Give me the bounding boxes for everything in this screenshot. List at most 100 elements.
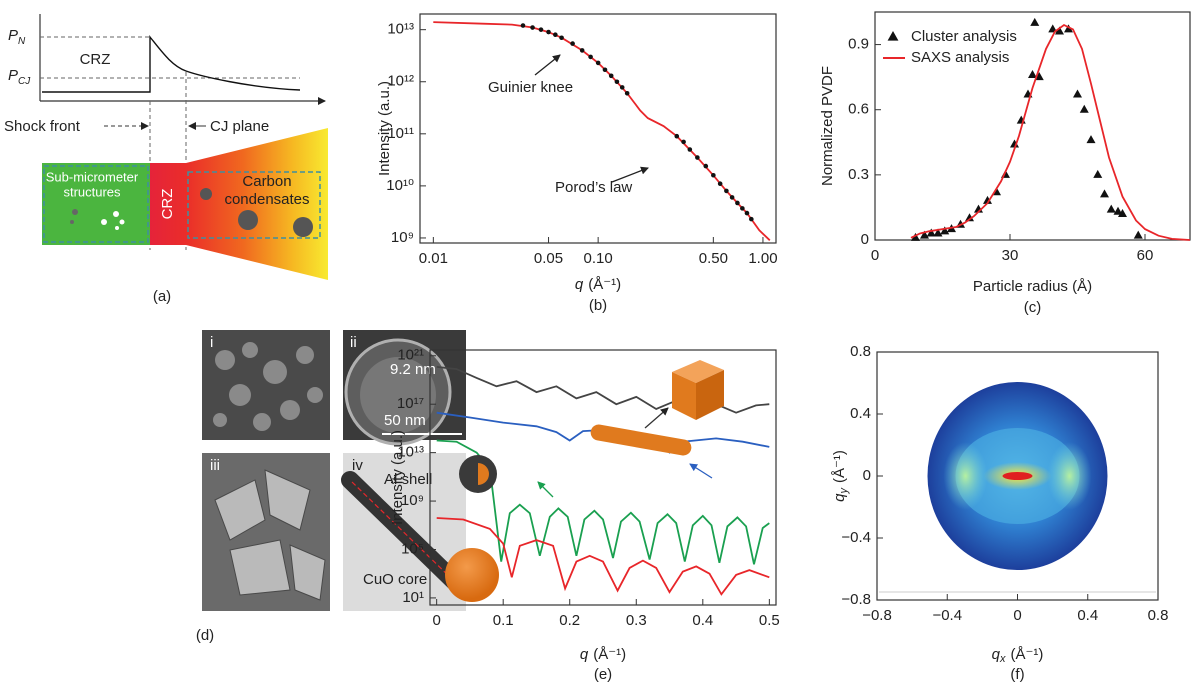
texture [341, 471, 464, 591]
particle [115, 226, 119, 230]
data-point [1064, 24, 1073, 33]
data-point [983, 195, 992, 204]
axis-symbol: q [580, 646, 589, 663]
x-tick-label: 0.10 [584, 250, 613, 267]
data-point [729, 195, 735, 200]
data-point [1113, 206, 1123, 215]
decoration [229, 539, 291, 596]
p-n-symbol: P [8, 27, 18, 44]
data-point [740, 206, 745, 211]
x-tick-label: 0.01 [419, 250, 448, 267]
p-cj-symbol: P [8, 67, 18, 84]
panel-caption: (b) [589, 297, 607, 314]
decoration [289, 544, 326, 601]
zone-label: Sub-micrometer [46, 169, 139, 184]
x-tick-label: 30 [1002, 247, 1019, 264]
decoration [296, 346, 314, 364]
y-tick-label: 10¹⁷ [397, 395, 424, 412]
data-point [911, 232, 920, 241]
y-tick-label: −0.4 [841, 529, 871, 546]
x-tick-label: 0.2 [559, 612, 580, 629]
annotation: Guinier knee [488, 79, 573, 96]
data-point [1055, 26, 1064, 35]
x-tick-label: 0.3 [626, 612, 647, 629]
particle [293, 217, 313, 237]
crz-band [150, 163, 186, 245]
particle [72, 209, 78, 215]
data-point [1034, 72, 1044, 81]
y-tick-label: 0.9 [848, 36, 869, 53]
legend-label: Cluster analysis [911, 28, 1017, 45]
decoration [263, 360, 287, 384]
p-cj-label: PCJ [8, 67, 31, 87]
axis-label: q (Å⁻¹) [580, 646, 626, 663]
x-tick-label: 0.1 [493, 612, 514, 629]
shape-arrow [644, 407, 669, 429]
x-tick-label: 0 [432, 612, 440, 629]
axis-label: Intensity (a.u.) [376, 81, 393, 176]
data-point [520, 23, 526, 28]
cube-front [672, 372, 696, 420]
x-tick-label: 60 [1137, 247, 1154, 264]
series-line [433, 21, 771, 241]
data-point [703, 163, 709, 169]
x-tick-label: −0.4 [932, 607, 962, 624]
scatter-lobe [1047, 442, 1092, 510]
axis-subscript: y [838, 487, 850, 495]
data-point [717, 181, 723, 187]
p-n-subscript: N [18, 36, 26, 47]
y-tick-label: 0.4 [850, 405, 871, 422]
y-tick-label: 0.8 [850, 343, 871, 360]
axis-label: Intensity (a.u.) [389, 430, 406, 525]
data-point [1073, 89, 1082, 98]
x-tick-label: 0.05 [534, 250, 563, 267]
axis-subscript: x [999, 653, 1006, 665]
panel-a: PN PCJ CRZ Shock front CJ plane Sub-micr… [4, 14, 328, 305]
data-point [530, 25, 535, 30]
x-tick-label: 0 [1013, 607, 1021, 624]
texture [214, 469, 326, 601]
data-point [933, 228, 943, 237]
plot-frame [429, 349, 777, 606]
x-tick-label: 0.8 [1148, 607, 1169, 624]
y-tick-label: 0 [861, 231, 869, 248]
texture [360, 357, 436, 433]
texture [213, 342, 323, 431]
x-tick-label: 0.50 [699, 250, 728, 267]
cj-plane-label: CJ plane [210, 118, 269, 135]
y-tick-label: 10¹² [387, 73, 414, 90]
series-line [910, 23, 1191, 241]
data-point [546, 29, 551, 35]
data-point [619, 85, 625, 90]
data-point [735, 200, 740, 206]
data-point [570, 41, 575, 46]
data-point [965, 213, 974, 222]
product-cone [186, 128, 328, 280]
zone-label: structures [63, 184, 121, 199]
data-point [695, 155, 700, 160]
rod [590, 424, 692, 456]
plot-frame [874, 11, 1191, 241]
legend-marker [887, 31, 899, 41]
axis-label: q (Å⁻¹) [575, 276, 621, 293]
series-line [436, 439, 770, 565]
data-point [1030, 17, 1040, 26]
shock-front-label: Shock front [4, 118, 81, 135]
y-tick-label: 10¹³ [387, 21, 414, 38]
image-annotation: CuO core [363, 571, 427, 588]
data-point [674, 133, 680, 139]
y-tick-label: 10⁵ [401, 540, 424, 557]
data-point [602, 67, 608, 73]
axis-unit: (Å⁻¹) [831, 450, 848, 483]
data-point [744, 210, 750, 216]
data-point [1086, 135, 1096, 144]
axis-symbol: q [831, 493, 848, 502]
x-tick-label: 1.00 [748, 250, 777, 267]
shape-arrow [689, 463, 713, 479]
data-point [1106, 204, 1116, 213]
plot-frame [419, 13, 777, 244]
particle [238, 210, 258, 230]
series-line [436, 517, 770, 596]
decoration [253, 413, 271, 431]
annotation-arrow [534, 54, 561, 76]
